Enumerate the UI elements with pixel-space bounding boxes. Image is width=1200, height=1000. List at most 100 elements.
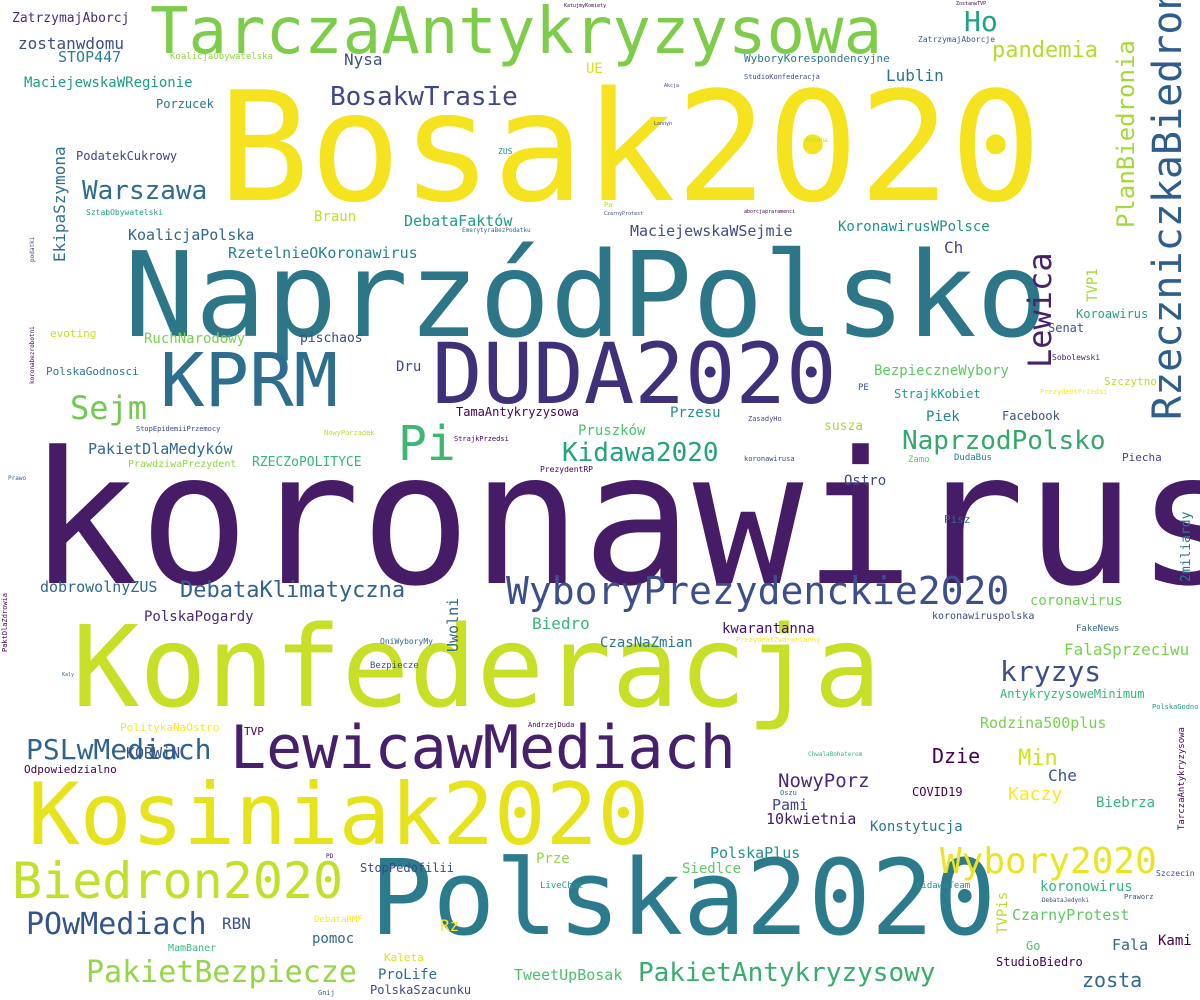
word-lublin: Lublin [886,66,944,85]
word-strajkprzedsi: StrajkPrzedsi [454,435,509,443]
word-pomoc: pomoc [312,931,355,947]
word-tvp1: TVP1 [1085,268,1101,302]
word-evoting: evoting [50,327,97,340]
word-ue: UE [586,61,603,77]
word-stoppedofilii: StopPedofilii [360,861,454,875]
word-polskapogardy: PolskaPogardy [144,609,254,625]
word-braun: Braun [314,209,357,225]
word-prolife: ProLife [378,967,438,983]
word-koronabezrobotni: koronabezrobotni [29,326,36,384]
word-bosak2020: Bosak2020 [218,59,1042,236]
word-kosiniak2020: Kosiniak2020 [28,765,650,865]
word-prezydentrp: PrezydentRP [540,465,593,474]
word-oniwyborymy: OniWyboryMy [380,637,433,646]
word-duda2020: DUDA2020 [432,325,837,423]
word-pslwmediach: PSLwMediach [26,733,212,766]
word-andrzejduda: AndrzejDuda [528,721,575,729]
word-korona: Korona [806,137,828,144]
word-polskaplus: PolskaPlus [710,844,801,862]
word-pi: Pi [398,416,456,472]
word-koronawiruspolska: koronawiruspolska [932,611,1035,622]
word-debatafaktow: DebataFaktów [404,212,513,230]
word-kwarantanna: kwarantanna [722,621,815,637]
word-nowyporz: NowyPorz [778,770,870,792]
word-polskaszacunku: PolskaSzacunku [370,983,472,997]
word-covid19: COVID19 [912,785,963,799]
word-praworz: Praworz [1124,893,1154,901]
word-uwolni: Uwolni [444,597,462,652]
word-koronawiruswpolsce: KoronawirusWPolsce [838,219,990,235]
word-wyboryprezydenckie2020: WyboryPrezydenckie2020 [506,569,1010,613]
word-kryzys: kryzys [1000,655,1102,688]
word-czarnyprotest: CzarnyProtest [1012,906,1130,924]
word-rzeczniczkabiedronia: RzeczniczkaBiedronia [1145,0,1191,420]
word-senat: Senat [1048,321,1085,335]
word-tarczaantykryzysowa: TarczaAntykryzysowa [150,0,883,69]
word-10kwietnia: 10kwietnia [766,810,857,828]
word-ho: Ho [964,5,998,38]
word-naprzodpolsko: NaprzódPolsko [124,226,1048,364]
word-tweetupbosak: TweetUpBosak [514,966,623,984]
word-dzie: Dzie [932,744,981,768]
word-sejm: Sejm [70,389,148,427]
word-oszu: Oszu [780,789,797,797]
word-zasadyho: ZasadyHo [748,415,782,423]
word-porzucek: Porzucek [156,97,214,111]
word-rzeczopolityce: RZECZoPOLITYCE [252,455,362,470]
word-polskagodnosci: PolskaGodnosci [46,365,139,378]
word-kidawateam: KidawaTeam [916,881,971,891]
word-emerytyrabezpodatku: EmerytyraBezPodatku [462,227,531,234]
word-czarnyprotest-small: CzarnyProtest [604,211,644,217]
word-rodzina500plus: Rodzina500plus [980,714,1107,732]
word-kidawa2020: Kidawa2020 [562,438,719,468]
word-lewicawmediach: LewicawMediach [230,713,736,783]
word-strajkkobiet: StrajkKobiet [894,387,981,401]
word-min: Min [1018,746,1058,771]
word-przesu: Przesu [670,405,721,421]
word-wybory2020: Wybory2020 [940,841,1157,882]
word-bosakwtrasie: BosakwTrasie [330,82,518,112]
word-studiokonfederacja: StudioKonfederacja [744,73,820,81]
word-kaleta: Kaleta [384,951,424,964]
word-aborcjapraramenci: aborcjapraramenci [744,209,796,215]
word-pakietantykryzysowy: PakietAntykryzysowy [638,958,936,988]
word-podatki: podatki [29,236,36,262]
word-dru: Dru [396,359,422,375]
word-susza: susza [824,419,864,434]
word-debataklimatyczna: DebataKlimatyczna [180,578,406,603]
word-polskagodno: PolskaGodno [1152,703,1199,711]
word-maciejewskawsejmie: MaciejewskaWSejmie [630,222,793,240]
word-konfederacja: Konfederacja [72,603,882,733]
word-mambaner: MamBaner [168,943,217,954]
word-szczytno: Szczytno [1104,375,1157,388]
word-warszawa: Warszawa [82,176,208,206]
word-prezydentprzedsi: PrezydentPrzedsi [1040,388,1108,396]
word-pisz: Pisz [944,513,971,526]
word-pakietbezpiecze: PakietBezpiecze [86,955,357,990]
word-gnij: Gnij [318,989,335,997]
word-lewica: Lewica [1021,252,1059,368]
word-go: Go [1026,939,1041,953]
word-biebrza: Biebrza [1096,795,1156,811]
word-piecha: Piecha [1122,451,1162,464]
word-powmediach: POwMediach [26,907,207,942]
word-bezpiecznewybory: BezpieczneWybory [874,363,1009,379]
word-zosta: zosta [1082,968,1143,992]
word-chwalabohaterom: ChwalaBohaterom [808,751,863,758]
word-stopepidemiiprzemocy: StopEpidemiiPrzemocy [136,425,221,433]
word-ch: Ch [944,238,964,257]
word-podatekcukrowy: PodatekCukrowy [76,149,178,163]
word-lonnyn: Lonnyn [654,121,673,127]
word-szczecin: Szczecin [1156,869,1195,878]
word-koroawirus: Koroawirus [1076,307,1149,321]
word-katujmykomiety: KatujmyKomiety [564,3,607,9]
word-antykryzysoweminimum: AntykryzysoweMinimum [1000,687,1145,701]
word-planbiedronia: PlanBiedronia [1112,40,1140,228]
word-zamo: Zamo [908,455,930,465]
word-tarczaantykryzysowa-small: TarczaAntykryzysowa [1177,727,1187,830]
word-pami: Pami [772,796,809,814]
word-ostro: Ostro [844,473,887,489]
word-piek: Piek [926,409,960,425]
word-paktdlazdrowia: PaktDlaZdrowia [1,592,9,652]
word-nysa: Nysa [344,50,383,69]
